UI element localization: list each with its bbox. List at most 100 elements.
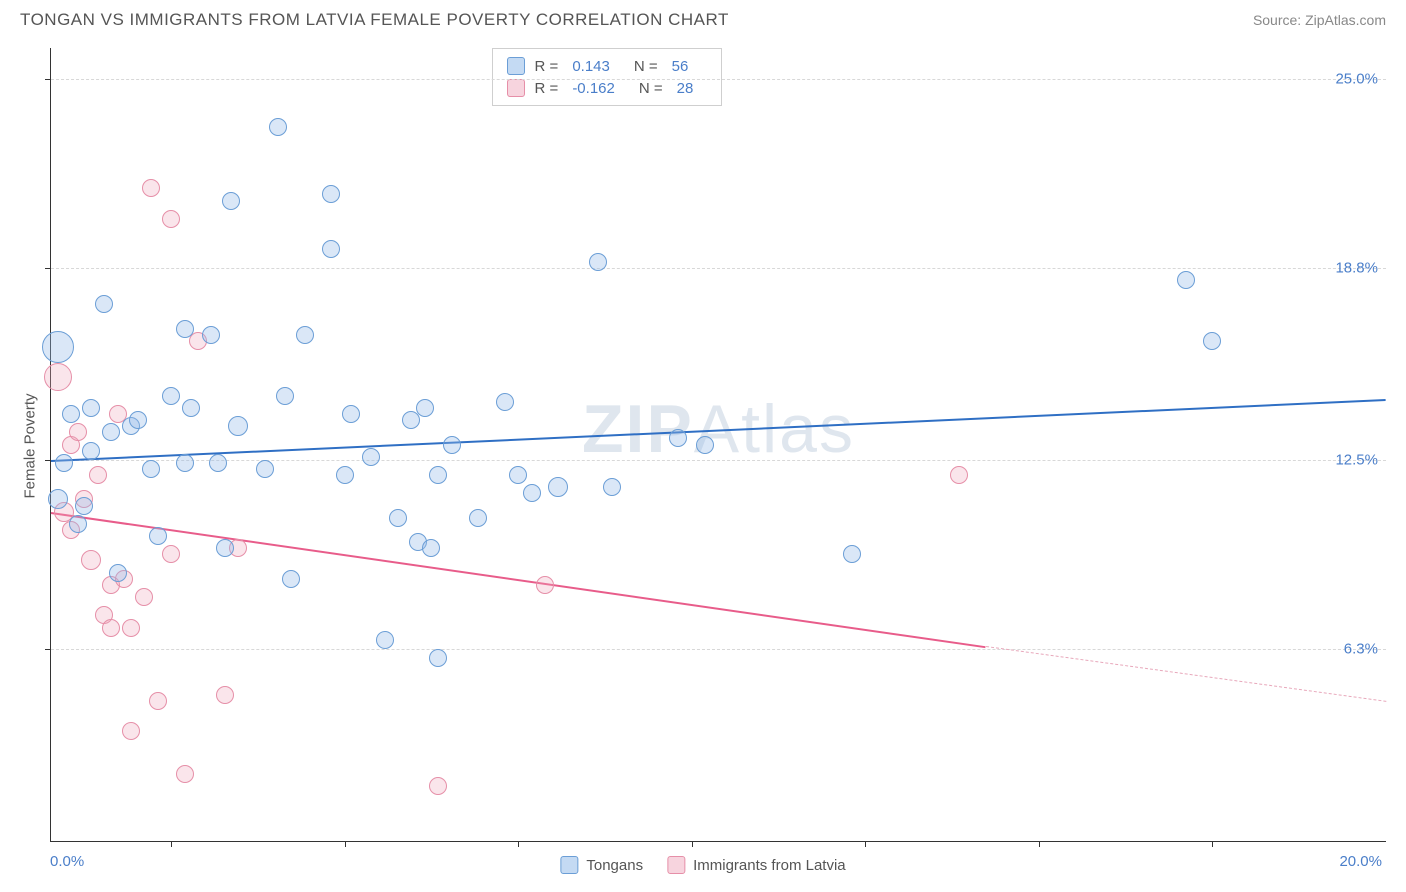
x-tick	[692, 841, 693, 847]
data-point	[669, 429, 687, 447]
data-point	[209, 454, 227, 472]
legend-row-latvia: R = -0.162 N = 28	[507, 77, 708, 99]
data-point	[429, 777, 447, 795]
data-point	[256, 460, 274, 478]
data-point	[135, 588, 153, 606]
trend-line	[985, 646, 1386, 703]
swatch-blue-icon	[560, 856, 578, 874]
data-point	[89, 466, 107, 484]
data-point	[176, 454, 194, 472]
gridline	[51, 460, 1386, 461]
data-point	[162, 210, 180, 228]
legend-item-latvia: Immigrants from Latvia	[667, 856, 846, 874]
data-point	[443, 436, 461, 454]
data-point	[389, 509, 407, 527]
data-point	[81, 550, 101, 570]
y-tick	[45, 649, 51, 650]
gridline	[51, 79, 1386, 80]
data-point	[82, 442, 100, 460]
x-tick	[1039, 841, 1040, 847]
n-label: N =	[639, 80, 663, 97]
swatch-blue-icon	[507, 57, 525, 75]
data-point	[44, 363, 72, 391]
chart-title: TONGAN VS IMMIGRANTS FROM LATVIA FEMALE …	[20, 10, 729, 30]
data-point	[176, 320, 194, 338]
data-point	[376, 631, 394, 649]
data-point	[950, 466, 968, 484]
data-point	[142, 460, 160, 478]
data-point	[269, 118, 287, 136]
data-point	[336, 466, 354, 484]
data-point	[69, 423, 87, 441]
data-point	[102, 619, 120, 637]
data-point	[843, 545, 861, 563]
gridline	[51, 649, 1386, 650]
data-point	[95, 295, 113, 313]
y-tick-label: 25.0%	[1335, 70, 1378, 87]
data-point	[362, 448, 380, 466]
data-point	[429, 649, 447, 667]
data-point	[109, 564, 127, 582]
data-point	[509, 466, 527, 484]
data-point	[222, 192, 240, 210]
data-point	[548, 477, 568, 497]
data-point	[496, 393, 514, 411]
r-label: R =	[535, 80, 559, 97]
data-point	[182, 399, 200, 417]
data-point	[122, 619, 140, 637]
data-point	[416, 399, 434, 417]
data-point	[523, 484, 541, 502]
series-legend: Tongans Immigrants from Latvia	[560, 856, 845, 874]
data-point	[129, 411, 147, 429]
r-value: -0.162	[572, 80, 615, 97]
trend-line	[51, 399, 1386, 462]
data-point	[282, 570, 300, 588]
x-tick	[1212, 841, 1213, 847]
data-point	[42, 331, 74, 363]
y-tick	[45, 79, 51, 80]
data-point	[149, 527, 167, 545]
data-point	[82, 399, 100, 417]
data-point	[55, 454, 73, 472]
x-tick	[865, 841, 866, 847]
legend-label: Tongans	[586, 857, 643, 874]
r-value: 0.143	[572, 58, 610, 75]
legend-row-tongans: R = 0.143 N = 56	[507, 55, 708, 77]
swatch-pink-icon	[667, 856, 685, 874]
y-tick-label: 6.3%	[1344, 640, 1378, 657]
n-value: 28	[677, 80, 694, 97]
legend-item-tongans: Tongans	[560, 856, 643, 874]
x-axis-max-label: 20.0%	[1339, 853, 1382, 870]
gridline	[51, 268, 1386, 269]
data-point	[102, 423, 120, 441]
y-axis-title: Female Poverty	[22, 393, 39, 498]
data-point	[228, 416, 248, 436]
data-point	[202, 326, 220, 344]
data-point	[48, 489, 68, 509]
data-point	[322, 185, 340, 203]
data-point	[603, 478, 621, 496]
n-value: 56	[672, 58, 689, 75]
y-tick-label: 12.5%	[1335, 451, 1378, 468]
data-point	[176, 765, 194, 783]
data-point	[342, 405, 360, 423]
data-point	[122, 722, 140, 740]
swatch-pink-icon	[507, 79, 525, 97]
r-label: R =	[535, 58, 559, 75]
data-point	[589, 253, 607, 271]
source-attribution: Source: ZipAtlas.com	[1253, 12, 1386, 28]
legend-label: Immigrants from Latvia	[693, 857, 846, 874]
data-point	[296, 326, 314, 344]
data-point	[149, 692, 167, 710]
data-point	[422, 539, 440, 557]
y-tick-label: 18.8%	[1335, 259, 1378, 276]
data-point	[536, 576, 554, 594]
correlation-legend: R = 0.143 N = 56 R = -0.162 N = 28	[492, 48, 723, 106]
data-point	[1203, 332, 1221, 350]
data-point	[1177, 271, 1195, 289]
x-tick	[518, 841, 519, 847]
data-point	[322, 240, 340, 258]
data-point	[69, 515, 87, 533]
y-tick	[45, 268, 51, 269]
trend-line	[51, 512, 986, 648]
